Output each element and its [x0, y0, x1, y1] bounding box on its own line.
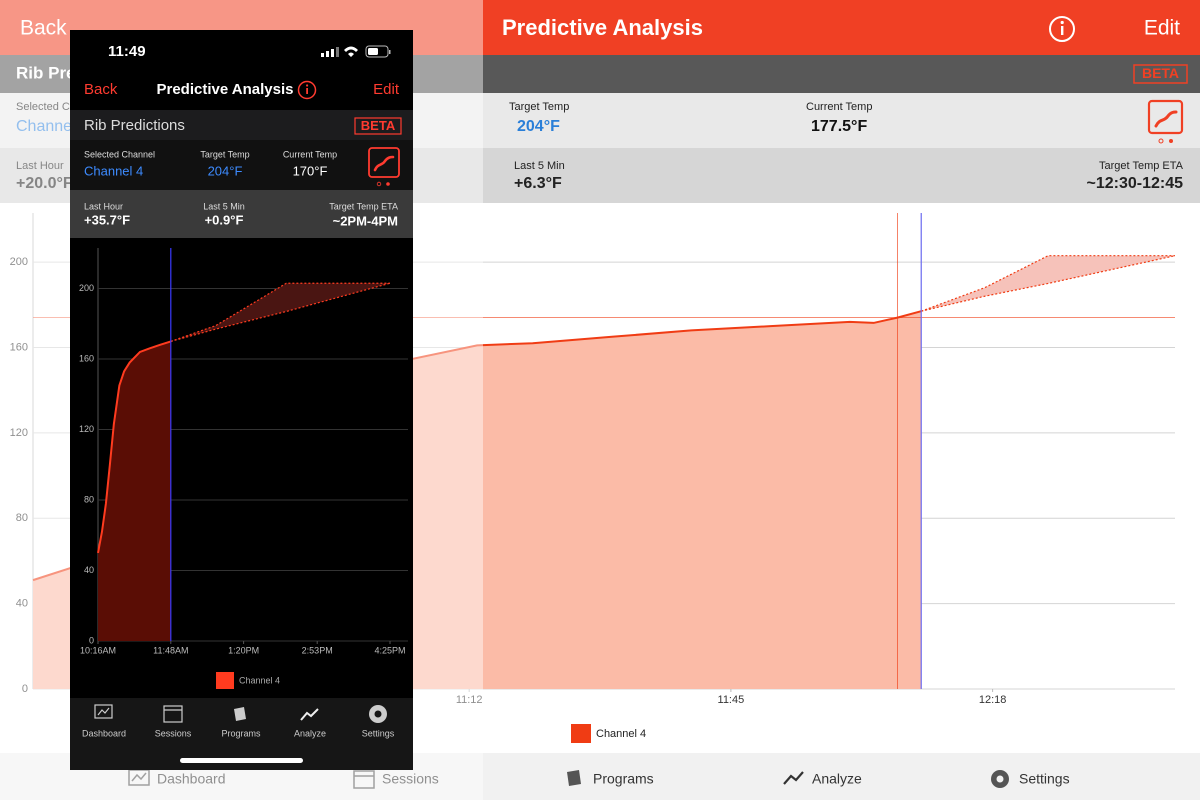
- y-tick-label: 0: [89, 635, 94, 645]
- beta-badge: [354, 117, 402, 135]
- stat-label: Selected Channel: [84, 149, 155, 159]
- tab-programs[interactable]: Programs: [221, 707, 261, 738]
- tab-dashboard[interactable]: Dashboard: [82, 704, 126, 738]
- status-icons: [321, 45, 391, 58]
- x-tick-label: 11:12: [456, 694, 483, 706]
- line: [97, 340, 172, 554]
- stat-value: 204°F: [517, 118, 560, 135]
- y-tick-label: 80: [84, 494, 94, 504]
- y-tick-label: 160: [79, 353, 94, 363]
- x-tick-label: 11:45: [718, 694, 745, 706]
- tab-label: Settings: [362, 728, 395, 738]
- beta-text: BETA: [361, 118, 396, 133]
- y-tick-label: 120: [79, 424, 94, 434]
- tab-label: Analyze: [812, 771, 862, 787]
- probe-icon: [368, 147, 400, 187]
- stats-row: [70, 140, 413, 190]
- tab-sessions[interactable]: Sessions: [353, 770, 439, 789]
- y-tick-label: 80: [16, 512, 28, 524]
- y-tick-label: 160: [10, 341, 28, 353]
- status-time: 11:49: [108, 43, 146, 60]
- legend-label: Channel 4: [239, 675, 280, 685]
- stat-label: Last 5 Min: [514, 160, 565, 172]
- section-title: Rib Predictions: [84, 117, 185, 134]
- stat-label: Last Hour: [16, 160, 64, 172]
- tab-label: Analyze: [294, 728, 326, 738]
- y-tick-label: 40: [84, 565, 94, 575]
- stat-value: +6.3°F: [514, 175, 562, 192]
- section-bar: [70, 110, 413, 140]
- tab-sessions[interactable]: Sessions: [155, 705, 192, 738]
- y-tick-label: 40: [16, 598, 28, 610]
- stat-value: ~12:30-12:45: [1086, 175, 1183, 192]
- tab-label: Dashboard: [157, 771, 226, 787]
- stat-label: Last 5 Min: [203, 201, 245, 211]
- beta-text: BETA: [1142, 65, 1179, 81]
- tab-label: Sessions: [382, 771, 439, 787]
- edit-button[interactable]: Edit: [373, 81, 400, 98]
- y-tick-label: 0: [22, 683, 28, 695]
- stat-label: Target Temp: [200, 149, 249, 159]
- prediction-upper: [170, 282, 390, 342]
- stat-value: +35.7°F: [84, 212, 130, 227]
- x-tick-label: 11:48AM: [153, 645, 188, 655]
- stat-label: Target Temp: [509, 101, 569, 113]
- tab-label: Programs: [593, 771, 654, 787]
- area-fill: [98, 341, 171, 641]
- tab-settings[interactable]: Settings: [991, 770, 1070, 788]
- stat-label: Target Temp ETA: [1099, 160, 1184, 172]
- stat-value: +20.0°F: [16, 175, 73, 192]
- stat-value: +0.9°F: [205, 212, 244, 227]
- x-tick-label: 12:18: [979, 694, 1007, 706]
- page-title: Predictive Analysis: [156, 81, 293, 98]
- back-button[interactable]: Back: [84, 81, 118, 98]
- stat-label: Current Temp: [806, 101, 872, 113]
- home-indicator: [180, 758, 303, 763]
- legend-label: Channel 4: [596, 728, 646, 740]
- phone: 11:49 Back Predictive Analysis Edit Rib …: [70, 30, 413, 770]
- tab-settings[interactable]: Settings: [362, 705, 395, 738]
- tab-label: Settings: [1019, 771, 1070, 787]
- stat-label: Current Temp: [283, 149, 337, 159]
- legend-swatch: [571, 724, 591, 743]
- tab-label: Sessions: [155, 728, 192, 738]
- stat-value: 177.5°F: [811, 118, 867, 135]
- beta-badge: [1133, 64, 1188, 84]
- x-tick-label: 4:25PM: [374, 645, 405, 655]
- x-tick-label: 2:53PM: [302, 645, 333, 655]
- tab-analyze[interactable]: Analyze: [294, 708, 326, 738]
- x-tick-label: 1:20PM: [228, 645, 259, 655]
- stat-label: Target Temp ETA: [329, 201, 398, 211]
- x-tick-label: 10:16AM: [80, 645, 116, 655]
- info-button[interactable]: [1049, 16, 1075, 42]
- stat-label: Last Hour: [84, 201, 123, 211]
- stat-value: 170°F: [293, 163, 328, 178]
- edit-button[interactable]: Edit: [1144, 17, 1180, 40]
- prediction-lower: [921, 255, 1176, 312]
- y-tick-label: 200: [10, 256, 28, 268]
- prediction-upper: [921, 255, 1175, 312]
- y-tick-label: 120: [10, 427, 28, 439]
- legend-swatch: [216, 672, 234, 689]
- tab-label: Programs: [221, 728, 261, 738]
- chart: 0 40 80 120 160 200 10:16AM 11:48AM 1:20PM 2:53PM…: [79, 248, 408, 655]
- tab-programs[interactable]: Programs: [567, 770, 654, 787]
- probe-icon: [1147, 99, 1184, 144]
- info-button[interactable]: [297, 80, 317, 100]
- prediction-lower: [170, 282, 391, 342]
- stat-value[interactable]: Channel 4: [84, 163, 143, 178]
- page-title: Predictive Analysis: [502, 15, 703, 40]
- y-tick-label: 200: [79, 283, 94, 293]
- trend-row: [70, 190, 413, 238]
- stat-value: 204°F: [208, 163, 243, 178]
- back-button[interactable]: Back: [20, 17, 67, 40]
- tab-analyze[interactable]: Analyze: [783, 771, 862, 787]
- stat-value: ~2PM-4PM: [333, 213, 398, 228]
- tab-label: Dashboard: [82, 728, 126, 738]
